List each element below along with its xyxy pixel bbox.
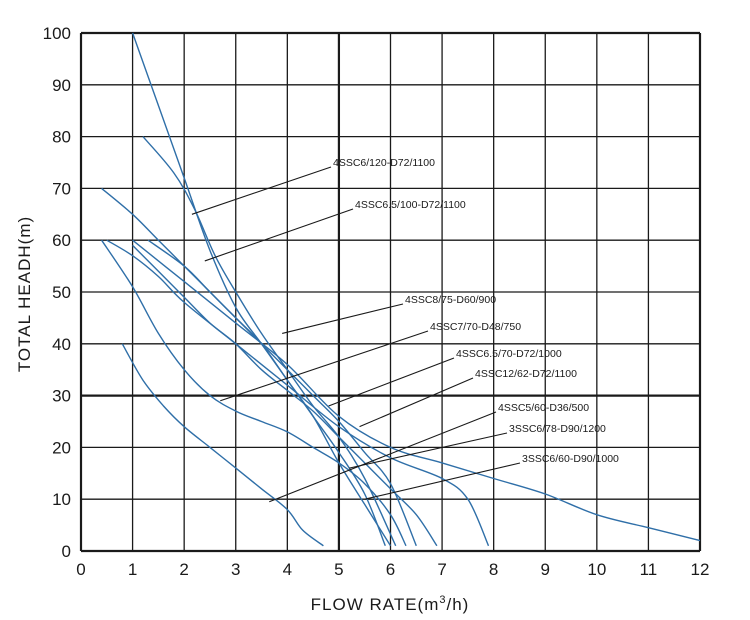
series-curve-1 (142, 136, 397, 547)
series-label-7: 3SSC6/78-D90/1200 (509, 423, 606, 435)
series-annotations: 4SSC6/120-D72/1100 4SSC6.5/100-D72/1100 4S… (333, 157, 619, 465)
x-tick-label: 7 (437, 560, 446, 579)
y-tick-label: 40 (52, 335, 71, 354)
series-curve-7 (132, 244, 438, 547)
x-tick-label: 0 (76, 560, 85, 579)
series-label-6: 4SSC5/60-D36/500 (498, 402, 589, 414)
annotation-leader-4 (328, 357, 455, 407)
x-tick-label: 9 (541, 560, 550, 579)
x-tick-label: 8 (489, 560, 498, 579)
annotation-leaders (191, 166, 521, 503)
y-tick-label: 20 (52, 438, 71, 457)
x-tick-label: 6 (386, 560, 395, 579)
series-curve-3 (101, 239, 407, 547)
annotation-leader-5 (359, 377, 474, 428)
y-tick-label: 100 (43, 24, 71, 43)
y-tick-label: 60 (52, 231, 71, 250)
x-tick-label: 1 (128, 560, 137, 579)
y-tick-label: 50 (52, 283, 71, 302)
series-curve-5 (132, 239, 701, 542)
y-tick-label: 30 (52, 387, 71, 406)
annotation-leader-6 (269, 411, 497, 503)
y-tick-label: 10 (52, 490, 71, 509)
series-label-5: 4SSC12/62-D72/1100 (475, 368, 577, 380)
x-tick-label: 4 (283, 560, 292, 579)
series-curve-4 (147, 239, 417, 547)
y-tick-label: 70 (52, 179, 71, 198)
annotation-leader-1 (204, 208, 354, 262)
series-label-4: 4SSC6.5/70-D72/1000 (456, 348, 562, 360)
series-label-2: 4SSC8/75-D60/900 (405, 294, 496, 306)
series-label-0: 4SSC6/120-D72/1100 (333, 157, 435, 169)
y-tick-label: 0 (62, 542, 71, 561)
x-tick-label: 12 (691, 560, 710, 579)
series-curve-8 (106, 239, 490, 547)
series-curve-2 (101, 187, 392, 547)
series-label-3: 4SSC7/70-D48/750 (430, 321, 521, 333)
annotation-leader-3 (220, 330, 429, 402)
x-tick-label: 10 (587, 560, 606, 579)
y-axis-title: TOTAL HEADH(m) (15, 216, 34, 372)
y-tick-labels: 0 10 20 30 40 50 60 70 80 90 100 (43, 24, 71, 561)
x-tick-label: 11 (640, 560, 658, 579)
x-tick-label: 2 (179, 560, 188, 579)
annotation-leader-2 (282, 303, 404, 334)
y-tick-label: 80 (52, 128, 71, 147)
chart-curves (101, 32, 701, 547)
x-tick-labels: 0 1 2 3 4 5 6 7 8 9 10 11 12 (76, 560, 709, 579)
annotation-leader-8 (364, 462, 521, 500)
annotation-leader-7 (349, 432, 508, 469)
x-tick-label: 5 (334, 560, 343, 579)
y-tick-label: 90 (52, 76, 71, 95)
annotation-leader-0 (191, 166, 332, 215)
x-tick-label: 3 (231, 560, 240, 579)
series-label-8: 3SSC6/60-D90/1000 (522, 453, 619, 465)
series-label-1: 4SSC6.5/100-D72/1100 (355, 199, 466, 211)
x-axis-title: FLOW RATE(m3/h) (311, 594, 470, 614)
series-curve-6 (121, 343, 324, 547)
